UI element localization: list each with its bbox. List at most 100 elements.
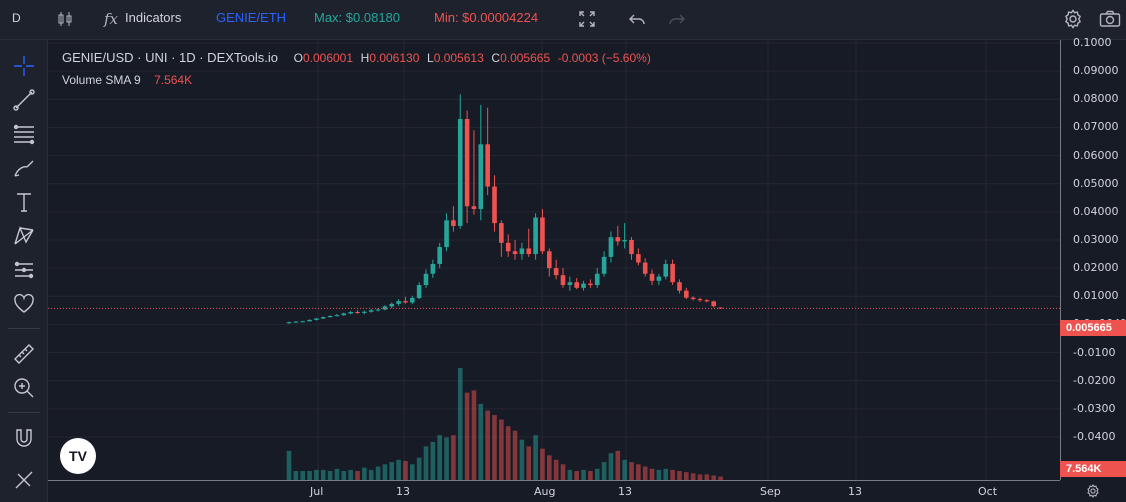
redo-icon[interactable] bbox=[664, 6, 690, 32]
candle-body bbox=[711, 301, 716, 307]
candle-body bbox=[348, 312, 353, 314]
interval-button[interactable]: D bbox=[12, 11, 21, 25]
undo-icon[interactable] bbox=[624, 6, 650, 32]
legend-l-val: 0.005613 bbox=[433, 51, 484, 65]
volume-bar bbox=[348, 469, 353, 480]
price-axis[interactable]: 0.1000 0.09000 0.08000 0.07000 0.06000 0.0500… bbox=[1060, 36, 1126, 480]
price-tick-label: 0.05000 bbox=[1073, 176, 1119, 190]
volume-legend: Volume SMA 9 7.564K bbox=[62, 73, 192, 87]
volume-bar bbox=[690, 473, 696, 480]
candle-body bbox=[697, 299, 703, 301]
candle-body bbox=[553, 268, 559, 276]
volume-bar bbox=[629, 462, 634, 480]
camera-icon[interactable] bbox=[1097, 6, 1123, 32]
candle-body bbox=[704, 300, 710, 302]
volume-bar bbox=[711, 475, 716, 480]
volume-bar bbox=[307, 471, 312, 480]
indicators-button[interactable]: Indicators bbox=[125, 10, 182, 25]
prediction-icon[interactable] bbox=[10, 256, 38, 284]
volume-bar bbox=[526, 446, 532, 480]
candle-body bbox=[560, 275, 566, 286]
toolbar-divider bbox=[8, 328, 40, 329]
fullscreen-icon[interactable] bbox=[574, 6, 600, 32]
volume-bar bbox=[457, 368, 463, 480]
candle-body bbox=[636, 254, 641, 263]
candle-body bbox=[670, 263, 675, 283]
candle-body bbox=[601, 256, 607, 274]
top-toolbar: D 𝑓x Indicators GENIE/ETH Max: $0.08180 … bbox=[0, 0, 1126, 40]
candle-body bbox=[320, 317, 326, 319]
price-tick-label: 0.07000 bbox=[1073, 120, 1119, 134]
candle-body bbox=[423, 273, 429, 286]
drawing-toolbar bbox=[0, 40, 48, 502]
price-tick-label: -0.0100 bbox=[1073, 345, 1116, 359]
brush-icon[interactable] bbox=[10, 154, 38, 182]
volume-bar bbox=[697, 474, 703, 480]
trendline-icon[interactable] bbox=[10, 86, 38, 114]
volume-bar bbox=[362, 467, 367, 480]
legend-h-key: H bbox=[360, 51, 370, 65]
candle-body bbox=[327, 315, 333, 318]
candle-body bbox=[355, 312, 360, 314]
ruler-icon[interactable] bbox=[10, 340, 38, 368]
candle-body bbox=[368, 310, 374, 312]
candle-body bbox=[629, 240, 634, 255]
volume-bar bbox=[430, 441, 436, 480]
candle-body bbox=[293, 321, 299, 323]
price-tick-label: 0.08000 bbox=[1073, 92, 1119, 106]
candle-body bbox=[608, 237, 614, 257]
volume-bar bbox=[581, 469, 586, 480]
volume-bar bbox=[540, 448, 545, 480]
candle-body bbox=[690, 297, 696, 300]
time-axis[interactable]: Jul 13 Aug 13 Sep 13 Oct bbox=[48, 480, 1060, 502]
pair-link[interactable]: GENIE/ETH bbox=[216, 10, 287, 25]
volume-bar bbox=[382, 464, 388, 480]
heart-icon[interactable] bbox=[10, 290, 38, 318]
price-tick-label: 0.09000 bbox=[1073, 64, 1119, 78]
volume-bar bbox=[444, 437, 449, 480]
chart-pane[interactable]: TV bbox=[48, 40, 1060, 480]
volume-bar bbox=[464, 392, 470, 480]
candle-body bbox=[314, 318, 319, 320]
candle-body bbox=[410, 297, 415, 303]
legend-o-key: O bbox=[293, 51, 303, 65]
candle-body bbox=[375, 309, 381, 311]
volume-bar bbox=[574, 471, 579, 480]
settings-icon[interactable] bbox=[1060, 6, 1086, 32]
fib-icon[interactable] bbox=[10, 120, 38, 148]
volume-bar bbox=[670, 469, 675, 480]
zoom-icon[interactable] bbox=[10, 374, 38, 402]
candle-body bbox=[642, 262, 648, 274]
symbol-title[interactable]: GENIE/USD · UNI · 1D · DEXTools.io bbox=[62, 50, 278, 65]
last-price-tag: 0.005665 bbox=[1060, 320, 1126, 336]
volume-bar bbox=[375, 466, 381, 480]
volume-bar bbox=[547, 455, 552, 480]
text-icon[interactable] bbox=[10, 188, 38, 216]
legend-o-val: 0.006001 bbox=[302, 51, 354, 65]
candle-body bbox=[430, 263, 436, 274]
candle-body bbox=[588, 283, 593, 286]
candle-body bbox=[416, 285, 422, 298]
price-tick-label: -0.0300 bbox=[1073, 401, 1116, 415]
price-tick-label: 0.06000 bbox=[1073, 148, 1119, 162]
candle-body bbox=[663, 263, 669, 277]
volume-bar bbox=[622, 459, 627, 480]
pattern-icon[interactable] bbox=[10, 222, 38, 250]
crosshair-icon[interactable] bbox=[10, 52, 38, 80]
chart-settings-icon[interactable] bbox=[1060, 480, 1126, 502]
tradingview-logo[interactable]: TV bbox=[60, 438, 96, 474]
volume-label[interactable]: Volume SMA 9 bbox=[62, 73, 141, 87]
price-tick-label: -0.0200 bbox=[1073, 373, 1116, 387]
candle-body bbox=[451, 220, 456, 226]
volume-bar bbox=[608, 453, 614, 480]
fx-icon[interactable]: 𝑓x bbox=[103, 10, 118, 28]
candle-body bbox=[478, 144, 484, 210]
candle-body bbox=[444, 220, 449, 248]
magnet-icon[interactable] bbox=[10, 424, 38, 452]
candles-icon[interactable] bbox=[52, 6, 78, 32]
candle-body bbox=[341, 313, 347, 316]
candle-body bbox=[403, 301, 408, 303]
candle-body bbox=[574, 282, 579, 288]
lock-icon[interactable] bbox=[10, 466, 38, 494]
